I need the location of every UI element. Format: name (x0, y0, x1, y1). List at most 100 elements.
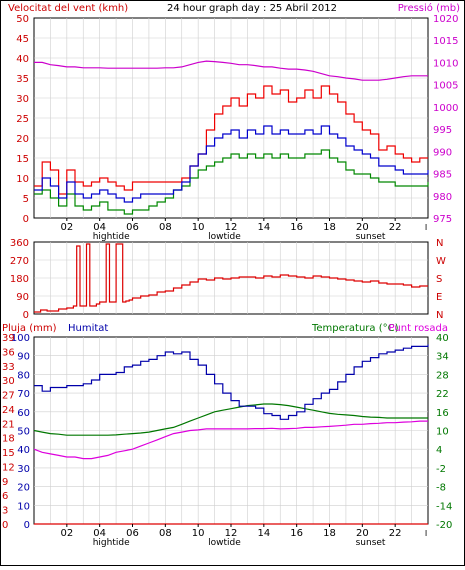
direction-tick-label: 90 (16, 292, 29, 303)
rain-tick-label: 30 (2, 376, 15, 387)
temperature-tick-label: 40 (436, 333, 449, 344)
rain-tick-label: 0 (2, 520, 8, 531)
climate-time-tick-label: 22 (389, 528, 402, 539)
humidity-tick-label: 70 (17, 389, 30, 400)
wind-speed-tick-label: 5 (23, 194, 29, 205)
rain-axis-label: Pluja (mm) (2, 323, 57, 334)
wind-speed-tick-label: 0 (23, 214, 29, 225)
climate-annotation-sunset: sunset (356, 538, 386, 548)
series-temperature-line (33, 403, 428, 436)
climate-time-tick-label: 14 (257, 528, 270, 539)
pressure-tick-label: 1000 (433, 103, 458, 114)
compass-label: N (436, 238, 443, 249)
rain-tick-label: 24 (2, 405, 15, 416)
rain-tick-label: 6 (2, 491, 8, 502)
series-gust-line (34, 85, 428, 195)
climate-annotation-lowtide: lowtide (208, 538, 241, 548)
rain-tick-label: 15 (2, 448, 15, 459)
compass-label: W (436, 256, 446, 267)
humidity-tick-label: 30 (17, 464, 30, 475)
rain-tick-label: 39 (2, 333, 15, 344)
temperature-tick-label: 22 (436, 389, 449, 400)
humidity-tick-label: 60 (17, 408, 30, 419)
rain-tick-label: 3 (2, 506, 8, 517)
series-low-line (34, 149, 429, 215)
wind-time-tick-label: 04 (93, 222, 106, 233)
rain-tick-label: 18 (2, 434, 15, 445)
wind-annotation-sunset: sunset (356, 232, 386, 242)
series-avg-line (34, 125, 429, 203)
humidity-axis-label: Humitat (68, 323, 108, 334)
wind-speed-tick-label: 50 (16, 14, 29, 25)
climate-time-tick-label: 20 (356, 528, 369, 539)
series-humidity-line (34, 344, 429, 420)
climate-time-tick-label: 16 (290, 528, 303, 539)
pressure-tick-label: 1020 (433, 14, 458, 25)
humidity-tick-label: 10 (17, 501, 30, 512)
humidity-tick-label: 0 (24, 520, 30, 531)
temperature-axis-label: Temperatura (°C) (311, 323, 399, 334)
pressure-tick-label: 985 (433, 170, 452, 181)
wind-time-tick-label: 14 (257, 222, 270, 233)
pressure-tick-label: 990 (433, 147, 452, 158)
graph-title: 24 hour graph day : 25 Abril 2012 (167, 3, 337, 14)
climate-time-tick-label: 06 (126, 528, 139, 539)
pressure-tick-label: 975 (433, 214, 452, 225)
direction-tick-label: 0 (23, 310, 29, 321)
compass-label: N (436, 310, 443, 321)
rain-tick-label: 36 (2, 347, 15, 358)
climate-time-tick-label: 18 (323, 528, 336, 539)
temperature-tick-label: -20 (436, 520, 452, 531)
wind-time-tick-label: 16 (290, 222, 303, 233)
wind-speed-tick-label: 10 (16, 174, 29, 185)
temperature-tick-label: -8 (436, 483, 446, 494)
wind-time-tick-label: 18 (323, 222, 336, 233)
wind-speed-axis-label: Velocitat del vent (kmh) (8, 3, 128, 14)
rain-tick-label: 21 (2, 419, 15, 430)
climate-time-tick-end: I (425, 529, 427, 538)
pressure-tick-label: 1015 (433, 36, 458, 47)
climate-time-tick-label: 10 (192, 528, 205, 539)
climate-time-tick-label: 08 (159, 528, 172, 539)
temperature-tick-label: 4 (436, 445, 442, 456)
pressure-tick-label: 980 (433, 192, 452, 203)
direction-tick-label: 180 (10, 274, 29, 285)
temperature-tick-label: 16 (436, 408, 449, 419)
humidity-tick-label: 90 (17, 352, 30, 363)
temperature-tick-label: -14 (436, 501, 452, 512)
wind-speed-tick-label: 20 (16, 134, 29, 145)
wind-speed-tick-label: 30 (16, 94, 29, 105)
compass-label: S (436, 274, 442, 285)
direction-tick-label: 360 (10, 238, 29, 249)
series-dewpoint-line (33, 420, 428, 460)
temperature-tick-label: 28 (436, 370, 449, 381)
rain-tick-label: 27 (2, 391, 15, 402)
temperature-tick-label: 34 (436, 352, 449, 363)
wind-speed-tick-label: 35 (16, 74, 29, 85)
temperature-tick-label: 10 (436, 427, 449, 438)
climate-time-tick-label: 02 (60, 528, 73, 539)
humidity-tick-label: 80 (17, 370, 30, 381)
compass-label: E (436, 292, 442, 303)
series-pressure-line (34, 60, 428, 81)
climate-time-tick-label: 12 (225, 528, 238, 539)
pressure-tick-label: 1010 (433, 58, 458, 69)
pressure-tick-label: 995 (433, 125, 452, 136)
wind-time-tick-end: I (425, 223, 427, 232)
pressure-axis-label: Pressió (mb) (398, 2, 460, 14)
wind-time-tick-label: 12 (225, 222, 238, 233)
humidity-tick-label: 20 (17, 483, 30, 494)
humidity-tick-label: 50 (17, 427, 30, 438)
pressure-tick-label: 1005 (433, 81, 458, 92)
wind-time-tick-label: 10 (192, 222, 205, 233)
humidity-tick-label: 100 (11, 333, 30, 344)
climate-annotation-hightide: hightide (93, 538, 130, 548)
wind-time-tick-label: 20 (356, 222, 369, 233)
rain-tick-label: 9 (2, 477, 8, 488)
dewpoint-axis-label: Punt rosada (389, 323, 448, 334)
climate-time-tick-label: 04 (93, 528, 106, 539)
direction-tick-label: 270 (10, 256, 29, 267)
temperature-tick-label: -2 (436, 464, 446, 475)
